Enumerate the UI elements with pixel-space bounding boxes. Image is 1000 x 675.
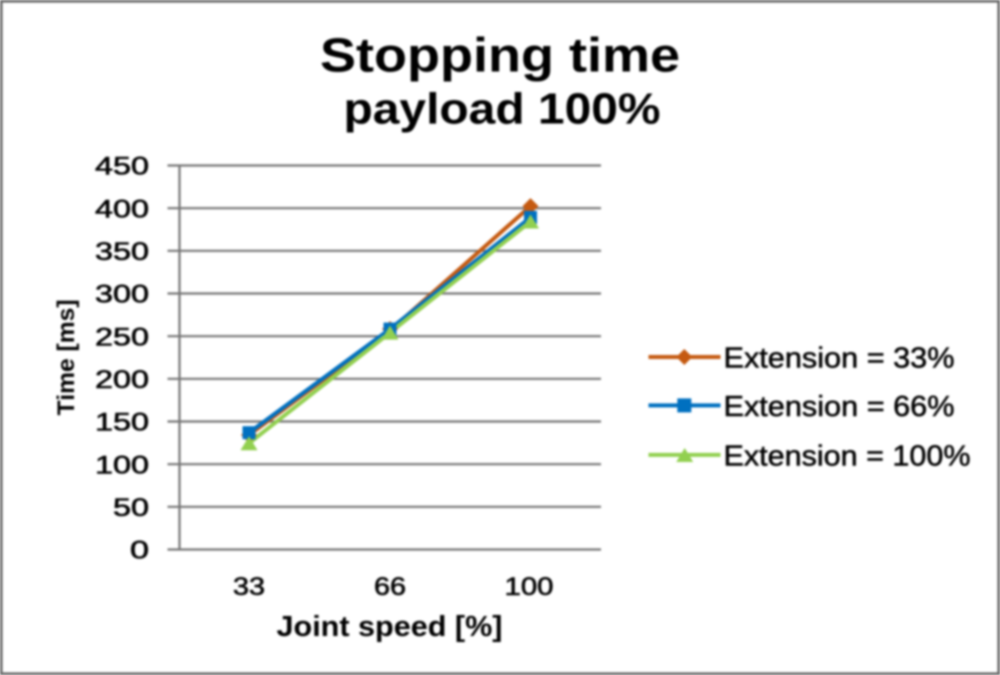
- svg-text:400: 400: [95, 195, 149, 223]
- svg-text:66: 66: [374, 573, 406, 601]
- svg-text:50: 50: [113, 494, 149, 522]
- svg-text:Time [ms]: Time [ms]: [53, 299, 80, 415]
- svg-text:Stopping time: Stopping time: [320, 30, 680, 83]
- svg-text:payload 100%: payload 100%: [344, 85, 661, 134]
- svg-text:Extension = 33%: Extension = 33%: [724, 343, 955, 375]
- svg-text:33: 33: [233, 573, 265, 601]
- svg-text:150: 150: [95, 409, 149, 437]
- svg-text:Joint speed [%]: Joint speed [%]: [277, 611, 503, 643]
- svg-text:250: 250: [95, 323, 149, 351]
- svg-text:100: 100: [95, 451, 149, 479]
- svg-text:200: 200: [95, 366, 149, 394]
- svg-text:350: 350: [95, 238, 149, 266]
- svg-text:0: 0: [130, 537, 149, 565]
- svg-text:300: 300: [95, 281, 149, 309]
- svg-text:Extension = 100%: Extension = 100%: [724, 440, 971, 472]
- svg-text:100: 100: [505, 573, 554, 601]
- svg-text:Extension = 66%: Extension = 66%: [724, 391, 955, 423]
- svg-text:450: 450: [95, 153, 149, 181]
